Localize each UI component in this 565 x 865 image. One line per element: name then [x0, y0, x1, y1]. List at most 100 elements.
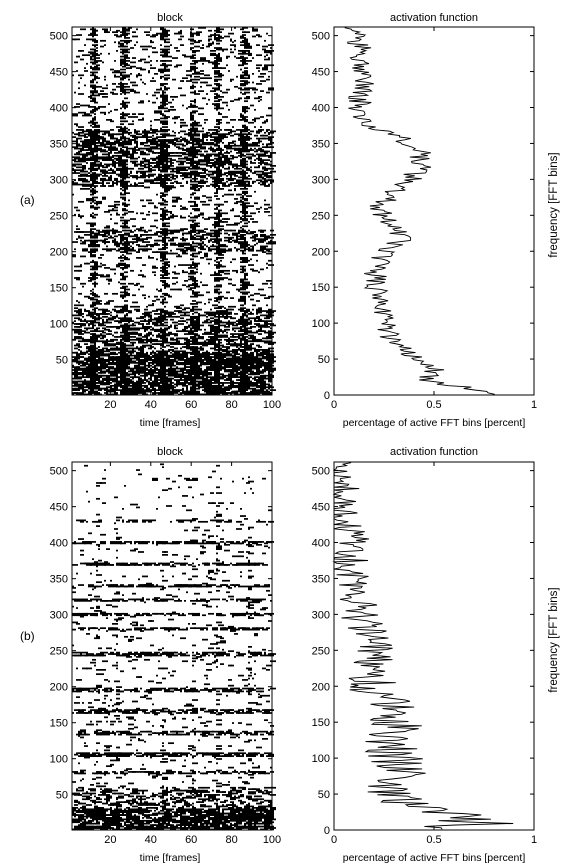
heatmap-cell: [124, 350, 130, 353]
heatmap-cell: [136, 177, 138, 180]
heatmap-cell: [192, 307, 194, 310]
heatmap-cell: [148, 147, 154, 150]
heatmap-cell: [126, 246, 130, 249]
heatmap-cell: [104, 78, 106, 81]
heatmap-cell: [150, 340, 152, 343]
heatmap-cell: [108, 367, 114, 370]
heatmap-cell: [86, 248, 88, 251]
heatmap-cell: [150, 379, 152, 381]
heatmap-cell: [100, 323, 104, 325]
heatmap-cell: [192, 310, 194, 312]
heatmap-cell: [214, 235, 216, 238]
heatmap-cell: [158, 330, 164, 333]
heatmap-cell: [158, 333, 160, 335]
heatmap-cell: [108, 234, 110, 236]
heatmap-cell: [162, 179, 164, 182]
heatmap-cell: [174, 374, 176, 377]
heatmap-cell: [158, 176, 162, 179]
heatmap-cell: [130, 153, 132, 156]
heatmap-cell: [182, 143, 184, 146]
heatmap-cell: [154, 129, 158, 131]
heatmap-cell: [128, 156, 134, 159]
heatmap-cell: [194, 226, 196, 229]
heatmap-cell: [198, 315, 200, 318]
heatmap-cell: [192, 382, 194, 384]
heatmap-cell: [162, 55, 164, 58]
heatmap-cell: [182, 239, 186, 242]
heatmap-cell: [152, 354, 158, 357]
heatmap-cell: [162, 90, 164, 92]
heatmap-cell: [142, 372, 148, 374]
heatmap-cell: [74, 382, 78, 384]
heatmap-cell: [130, 392, 136, 394]
heatmap-cell: [92, 387, 94, 390]
heatmap-cell: [144, 370, 146, 373]
heatmap-cell: [208, 367, 210, 370]
heatmap-cell: [136, 359, 140, 361]
heatmap-cell: [210, 313, 216, 315]
heatmap-cell: [200, 81, 206, 84]
heatmap-cell: [74, 357, 80, 360]
heatmap-cell: [210, 393, 214, 396]
heatmap-cell: [174, 310, 180, 312]
heatmap-cell: [182, 104, 184, 107]
heatmap-cell: [74, 153, 76, 156]
heatmap-cell: [160, 34, 166, 36]
heatmap-cell: [186, 382, 188, 384]
heatmap-cell: [102, 264, 106, 266]
heatmap-cell: [178, 311, 182, 314]
heatmap-cell: [182, 330, 188, 333]
heatmap-cell: [190, 229, 194, 232]
heatmap-cell: [78, 369, 80, 371]
heatmap-cell: [188, 133, 190, 136]
heatmap-cell: [192, 340, 198, 343]
heatmap-cell: [180, 208, 184, 210]
heatmap-cell: [136, 346, 138, 348]
heatmap-cell: [122, 213, 126, 216]
heatmap-cell: [140, 248, 142, 251]
heatmap-cell: [108, 205, 114, 207]
heatmap-cell: [162, 93, 164, 95]
heatmap-cell: [190, 193, 194, 196]
heatmap-cell: [80, 376, 84, 379]
heatmap-cell: [212, 149, 214, 151]
heatmap-cell: [182, 356, 188, 358]
heatmap-cell: [164, 225, 170, 228]
heatmap-cell: [176, 307, 182, 310]
heatmap-cell: [180, 245, 182, 248]
heatmap-cell: [192, 157, 194, 160]
heatmap-cell: [214, 382, 218, 384]
heatmap-cell: [116, 357, 122, 360]
heatmap-cell: [130, 81, 136, 84]
heatmap-cell: [182, 234, 184, 236]
heatmap-cell: [94, 376, 96, 379]
heatmap-cell: [194, 343, 198, 345]
heatmap-cell: [126, 241, 130, 243]
heatmap-cell: [210, 364, 212, 367]
heatmap-cell: [198, 229, 202, 232]
heatmap-cell: [128, 78, 130, 81]
heatmap-cell: [108, 52, 110, 55]
heatmap-cell: [156, 324, 160, 327]
heatmap-cell: [92, 169, 98, 172]
heatmap-cell: [194, 284, 198, 287]
heatmap-cell: [188, 278, 192, 281]
heatmap-cell: [94, 29, 98, 32]
heatmap-cell: [160, 318, 166, 321]
heatmap-cell: [144, 338, 150, 341]
heatmap-cell: [120, 120, 126, 123]
heatmap-cell: [96, 167, 98, 170]
heatmap-cell: [146, 134, 148, 137]
heatmap-cell: [144, 364, 150, 367]
heatmap-cell: [148, 366, 150, 368]
heatmap-cell: [214, 354, 216, 357]
heatmap-cell: [188, 326, 190, 328]
heatmap-cell: [104, 267, 110, 269]
heatmap-cell: [150, 347, 152, 350]
heatmap-cell: [88, 360, 90, 363]
heatmap-cell: [86, 185, 92, 187]
heatmap-cell: [160, 311, 162, 314]
heatmap-cell: [124, 170, 126, 173]
heatmap-cell: [198, 356, 204, 358]
heatmap-cell: [72, 156, 74, 159]
